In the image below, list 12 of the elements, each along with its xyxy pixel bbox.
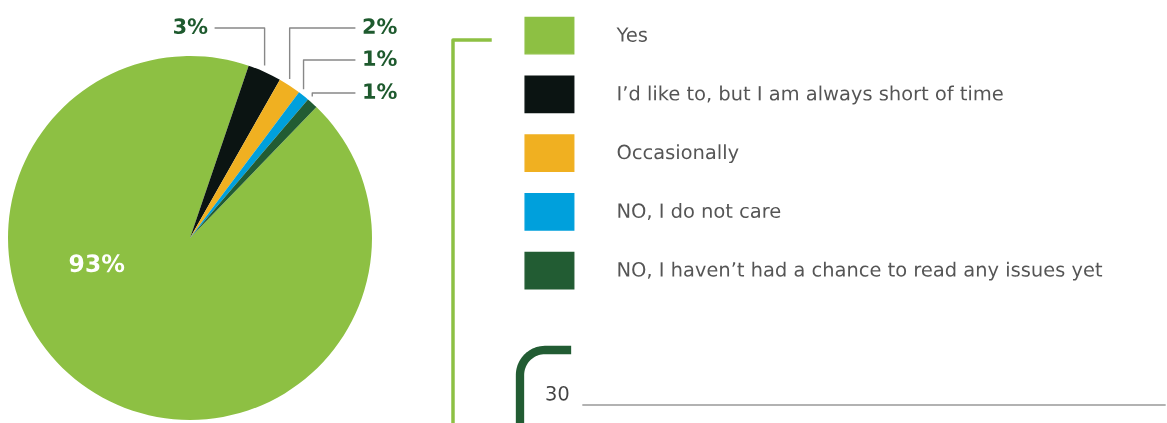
legend-label: NO, I haven’t had a chance to read any issues yet [618,261,1103,281]
legend-label: Yes [616,27,647,42]
data-label: 1% [364,83,397,100]
data-label: 3% [174,18,208,35]
legend-label: Occasionally [617,144,739,164]
data-label: 93% [69,254,125,273]
legend-label: I’d like to, but I am always short of time [618,85,1003,105]
text: 30 [546,385,569,401]
data-label: 1% [364,50,397,67]
pie-slice [190,65,280,238]
legend-label: NO, I do not care [618,203,781,221]
data-label: 2% [363,18,397,35]
